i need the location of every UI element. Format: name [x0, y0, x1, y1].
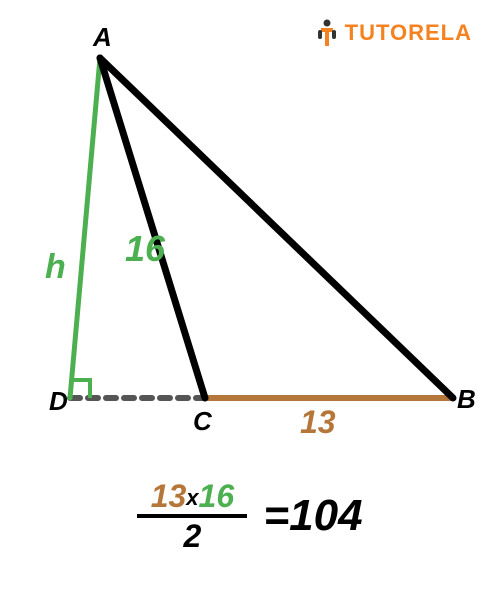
label-CB-13: 13: [300, 404, 336, 441]
edge-AD: [70, 58, 100, 398]
vertex-B-label: B: [457, 384, 476, 415]
denominator: 2: [137, 520, 247, 552]
area-formula: 13x16 2 =104: [0, 480, 500, 552]
diagram-svg: [35, 28, 465, 448]
result-value: 104: [289, 491, 362, 540]
eq-sign: =: [263, 491, 289, 540]
numer-a: 13: [151, 478, 187, 514]
numerator: 13x16: [137, 480, 247, 512]
vertex-C-label: C: [193, 406, 212, 437]
equals-result: =104: [263, 491, 362, 541]
fraction: 13x16 2: [137, 480, 247, 552]
mul-sym: x: [186, 485, 198, 510]
numer-b: 16: [199, 478, 235, 514]
vertex-D-label: D: [49, 386, 68, 417]
label-AC-16: 16: [125, 228, 165, 270]
triangle-diagram: A B C D h 16 13: [35, 28, 465, 448]
label-h: h: [45, 248, 66, 287]
vertex-A-label: A: [93, 22, 112, 53]
